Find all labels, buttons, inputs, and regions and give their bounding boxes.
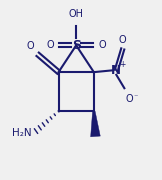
Text: S: S — [72, 39, 81, 52]
Text: O: O — [119, 35, 127, 45]
Text: ⁻: ⁻ — [133, 93, 138, 102]
Text: O: O — [126, 94, 134, 104]
Text: H₂N: H₂N — [12, 128, 31, 138]
Text: O: O — [46, 40, 54, 50]
Text: OH: OH — [69, 9, 84, 19]
Text: O: O — [27, 41, 34, 51]
Polygon shape — [91, 111, 100, 137]
Text: N: N — [111, 64, 121, 77]
Text: +: + — [119, 60, 125, 69]
Text: O: O — [99, 40, 106, 50]
